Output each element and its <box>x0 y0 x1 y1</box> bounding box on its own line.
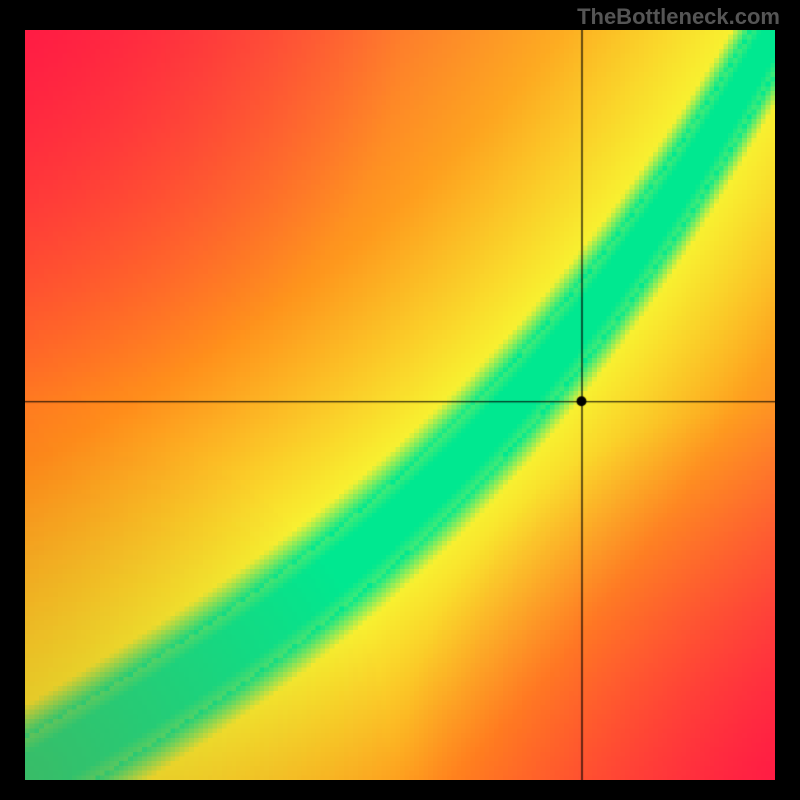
crosshair-overlay <box>25 30 775 780</box>
chart-container: TheBottleneck.com <box>0 0 800 800</box>
watermark-text: TheBottleneck.com <box>577 4 780 30</box>
